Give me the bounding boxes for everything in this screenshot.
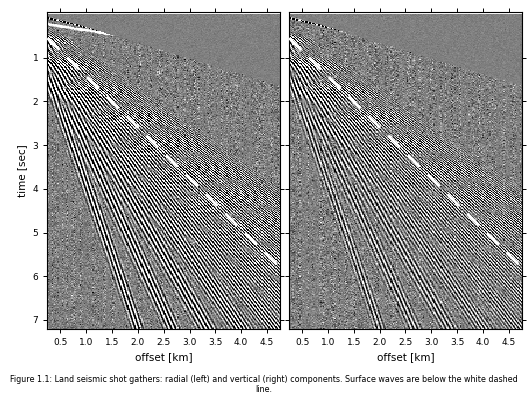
X-axis label: offset [km]: offset [km] (377, 352, 434, 362)
X-axis label: offset [km]: offset [km] (135, 352, 192, 362)
Y-axis label: time [sec]: time [sec] (17, 144, 27, 197)
Text: Figure 1.1: Land seismic shot gathers: radial (left) and vertical (right) compon: Figure 1.1: Land seismic shot gathers: r… (9, 375, 518, 394)
